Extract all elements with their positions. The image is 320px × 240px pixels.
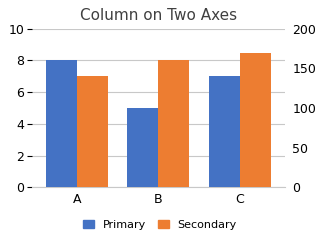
- Bar: [77, 76, 108, 187]
- Bar: [240, 53, 271, 187]
- Legend: Primary, Secondary: Primary, Secondary: [79, 216, 241, 234]
- Bar: [127, 108, 158, 187]
- Bar: [158, 60, 189, 187]
- Title: Column on Two Axes: Column on Two Axes: [80, 8, 237, 24]
- Bar: [209, 76, 240, 187]
- Bar: [46, 60, 77, 187]
